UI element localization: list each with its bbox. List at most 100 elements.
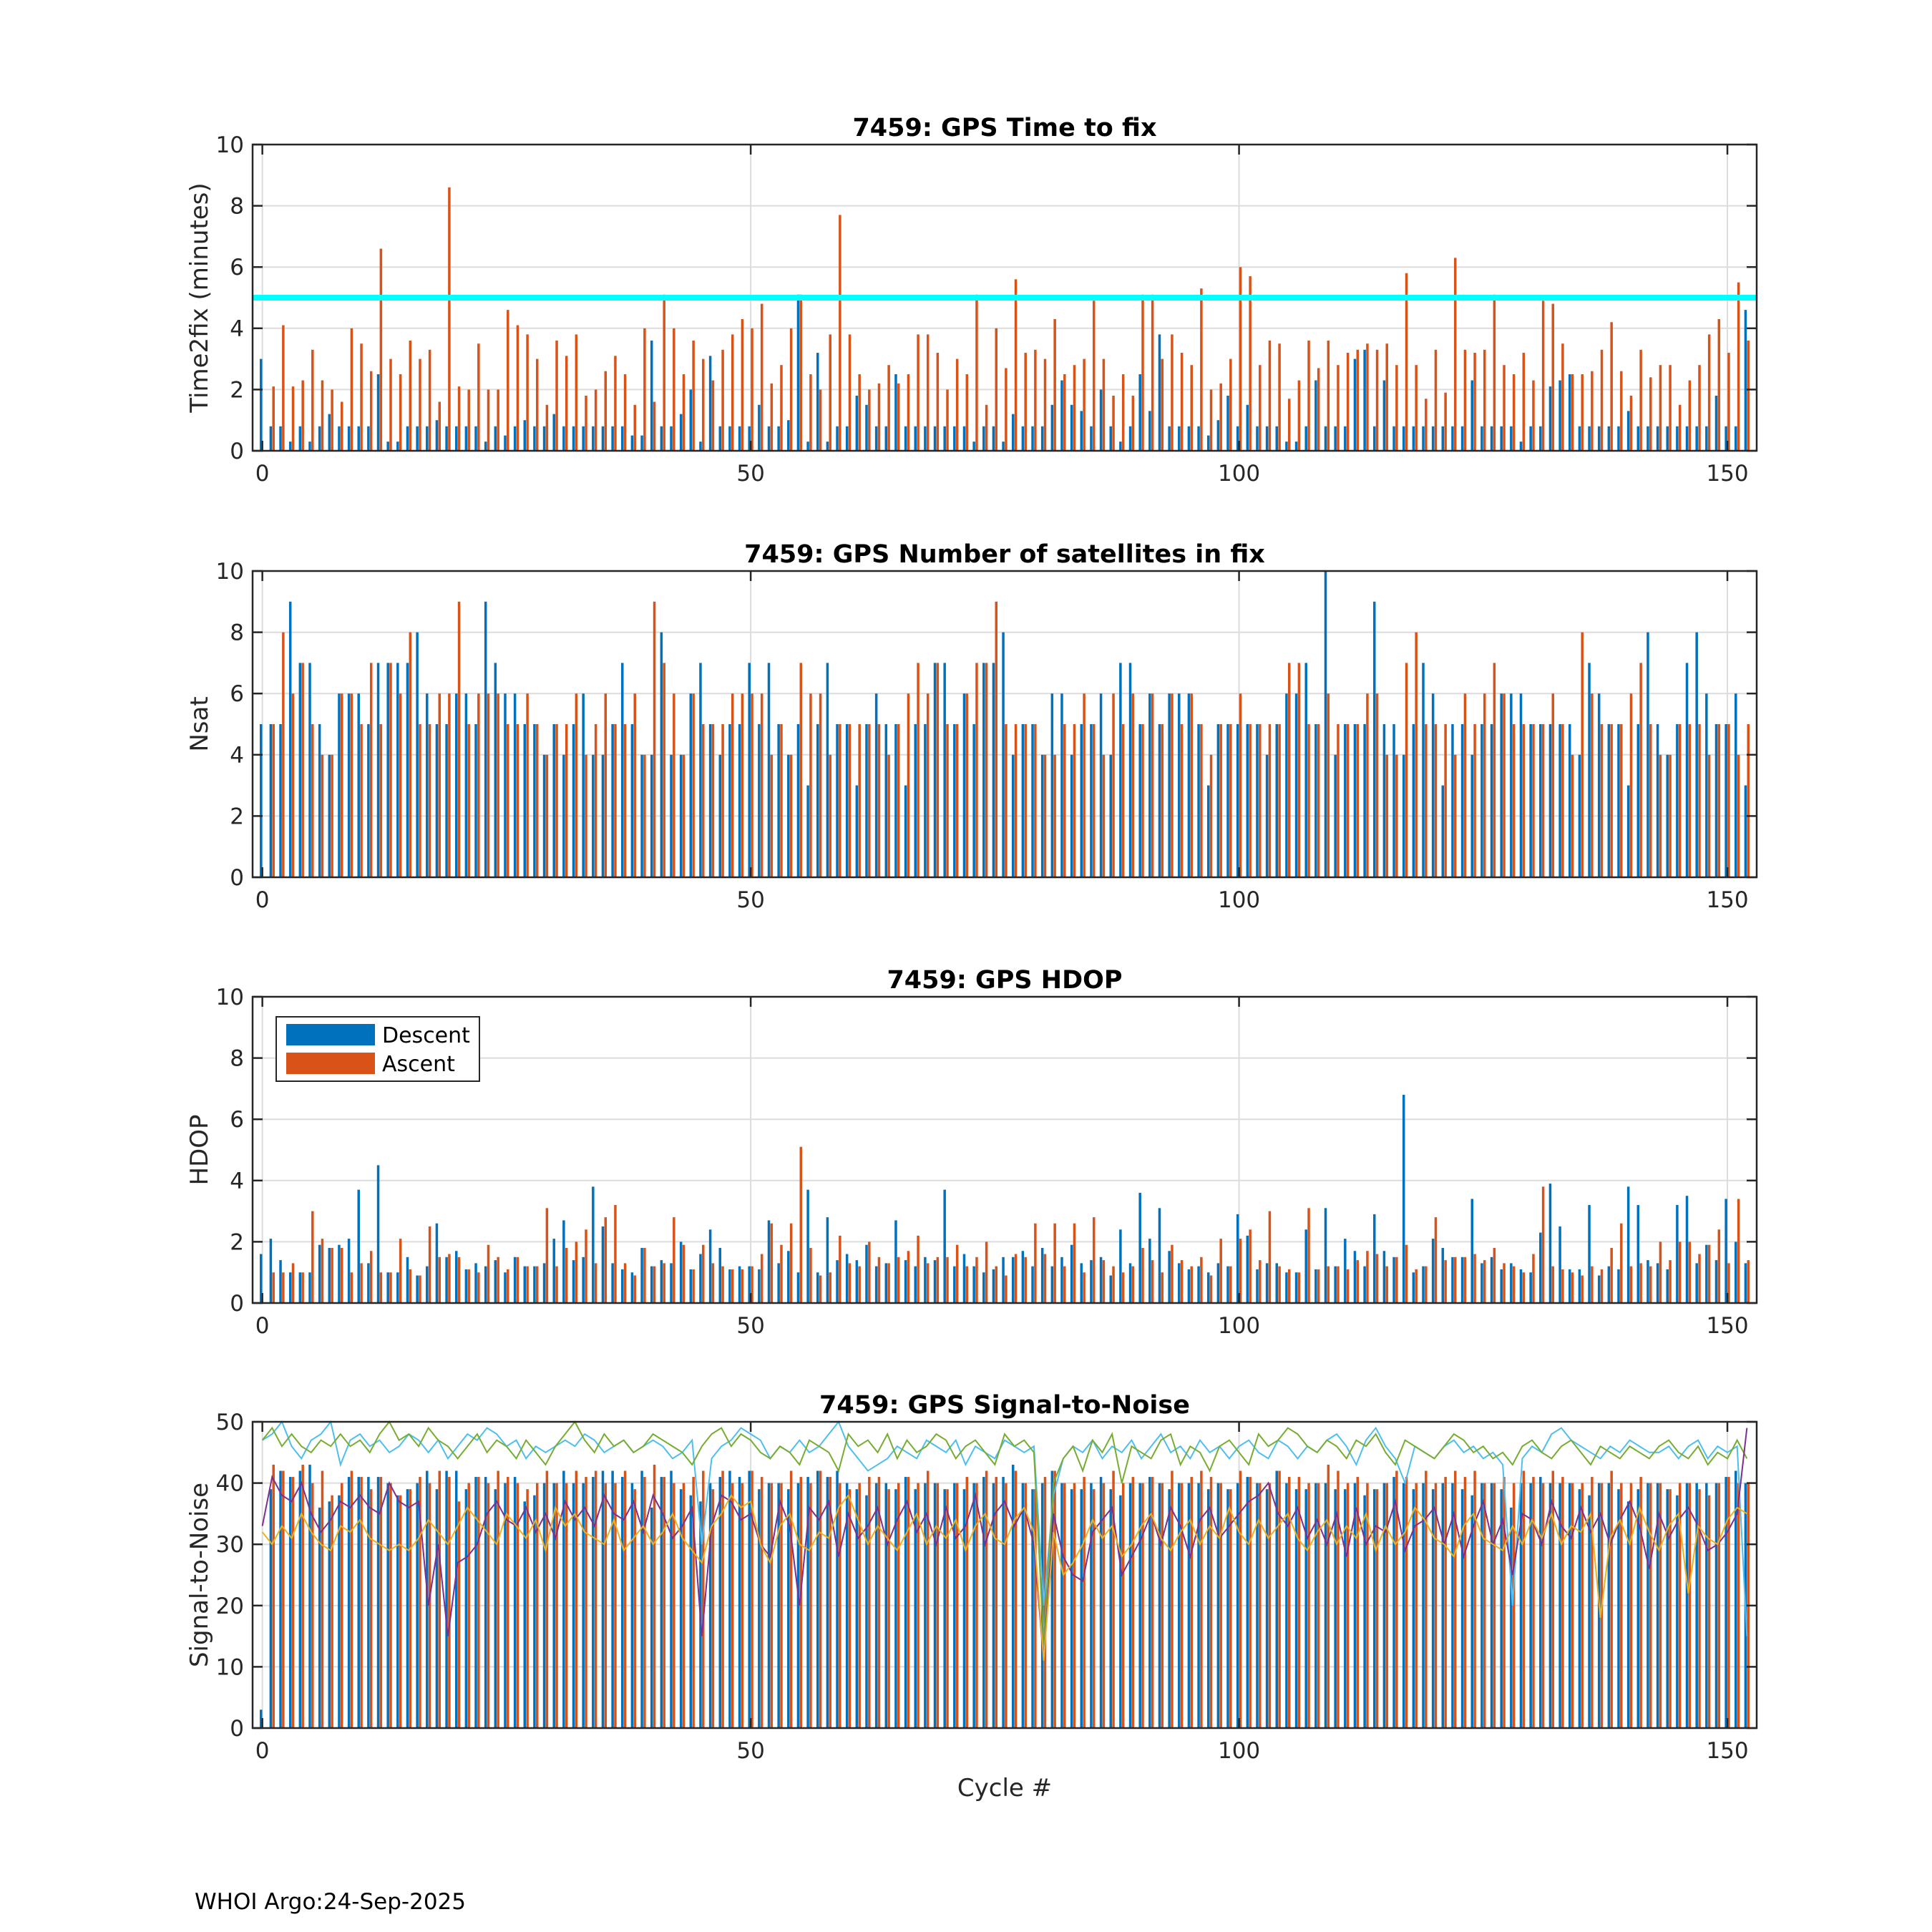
descent-bar	[1578, 1269, 1581, 1303]
y-tick-label: 10	[216, 132, 244, 158]
descent-bar	[1431, 1239, 1435, 1303]
descent-bar	[689, 1495, 693, 1728]
descent-bar	[621, 1269, 624, 1303]
descent-bar	[1636, 1489, 1640, 1728]
descent-bar	[1490, 1483, 1493, 1728]
ascent-bar	[1366, 343, 1369, 451]
descent-bar	[601, 1226, 605, 1303]
ascent-bar	[428, 1226, 431, 1303]
ascent-bar	[1591, 1266, 1594, 1303]
ascent-bar	[1727, 1477, 1730, 1728]
ascent-bar	[1093, 301, 1096, 451]
descent-bar	[513, 1257, 517, 1303]
descent-bar	[660, 426, 663, 451]
ascent-bar	[1698, 1489, 1701, 1728]
descent-bar	[836, 1260, 839, 1303]
descent-bar	[758, 724, 761, 877]
ascent-bar	[1483, 693, 1486, 877]
descent-bar	[1441, 785, 1445, 877]
descent-bar	[1480, 724, 1483, 877]
descent-bar	[650, 1266, 653, 1303]
ascent-bar	[545, 754, 549, 877]
descent-bar	[298, 1470, 302, 1728]
descent-bar	[1060, 1257, 1063, 1303]
descent-bar	[1676, 724, 1679, 877]
ascent-bar	[1034, 1223, 1037, 1303]
ascent-bar	[1727, 353, 1730, 451]
ascent-bar	[1327, 340, 1330, 451]
ascent-bar	[887, 1489, 890, 1728]
descent-bar	[1216, 420, 1220, 451]
ascent-bar	[985, 1470, 988, 1728]
ascent-bar	[731, 1483, 734, 1728]
ascent-bar	[1610, 1247, 1613, 1303]
ascent-bar	[272, 724, 275, 877]
ascent-bar	[1366, 693, 1369, 877]
ascent-bar	[487, 1483, 490, 1728]
descent-bar	[758, 404, 761, 451]
descent-bar	[904, 785, 907, 877]
legend-descent-label: Descent	[382, 1023, 470, 1048]
ascent-bar	[350, 1470, 353, 1728]
descent-bar	[640, 1247, 643, 1303]
ascent-bar	[926, 693, 930, 877]
ascent-bar	[1425, 1266, 1428, 1303]
descent-bar	[1060, 1483, 1063, 1728]
ascent-bar	[1532, 724, 1535, 877]
ascent-bar	[1073, 1483, 1076, 1728]
descent-bar	[1285, 1483, 1288, 1728]
ascent-bar	[1014, 279, 1018, 451]
ascent-bar	[467, 1269, 470, 1303]
descent-bar	[1705, 693, 1708, 877]
ascent-bar	[995, 1477, 998, 1728]
y-tick-label: 10	[216, 559, 244, 585]
ascent-bar	[389, 1272, 392, 1303]
descent-bar	[1285, 441, 1288, 451]
ascent-bar	[1688, 380, 1692, 451]
ascent-bar	[399, 374, 402, 451]
ascent-bar	[780, 365, 783, 451]
ascent-bar	[1356, 1477, 1360, 1728]
ascent-bar	[428, 349, 431, 451]
descent-bar	[454, 1251, 458, 1303]
descent-bar	[1294, 1489, 1298, 1728]
descent-bar	[318, 426, 321, 451]
descent-bar	[367, 724, 370, 877]
descent-bar	[1685, 1483, 1689, 1728]
x-tick-label: 150	[1706, 1313, 1748, 1339]
ascent-bar	[360, 1477, 363, 1728]
ascent-bar	[399, 693, 402, 877]
descent-bar	[494, 663, 497, 877]
ascent-bar	[780, 724, 783, 877]
ascent-bar	[682, 1483, 686, 1728]
descent-bar	[445, 426, 448, 451]
descent-bar	[650, 754, 653, 877]
descent-bar	[1168, 426, 1171, 451]
descent-bar	[1246, 1477, 1249, 1728]
descent-bar	[855, 1489, 859, 1728]
ascent-bar	[1522, 353, 1526, 451]
ascent-bar	[1522, 1470, 1526, 1728]
x-tick-label: 50	[736, 1738, 764, 1764]
y-tick-label: 6	[230, 1107, 244, 1133]
ascent-bar	[1005, 368, 1008, 451]
descent-bar	[738, 724, 741, 877]
ascent-bar	[1512, 374, 1516, 451]
ascent-bar	[1112, 1470, 1115, 1728]
descent-bar	[1090, 426, 1093, 451]
descent-bar	[1294, 441, 1298, 451]
ascent-bar	[438, 1257, 441, 1303]
descent-bar	[1470, 1495, 1474, 1728]
ascent-bar	[1473, 724, 1476, 877]
ascent-bar	[282, 325, 285, 451]
descent-bar	[670, 754, 673, 877]
descent-bar	[699, 663, 702, 877]
descent-bar	[933, 663, 937, 877]
ascent-bar	[780, 1483, 783, 1728]
ascent-bar	[614, 1205, 617, 1303]
ascent-bar	[1024, 353, 1027, 451]
descent-bar	[308, 1272, 311, 1303]
descent-bar	[1275, 724, 1279, 877]
ascent-bar	[799, 1146, 803, 1303]
descent-bar	[562, 1220, 565, 1303]
